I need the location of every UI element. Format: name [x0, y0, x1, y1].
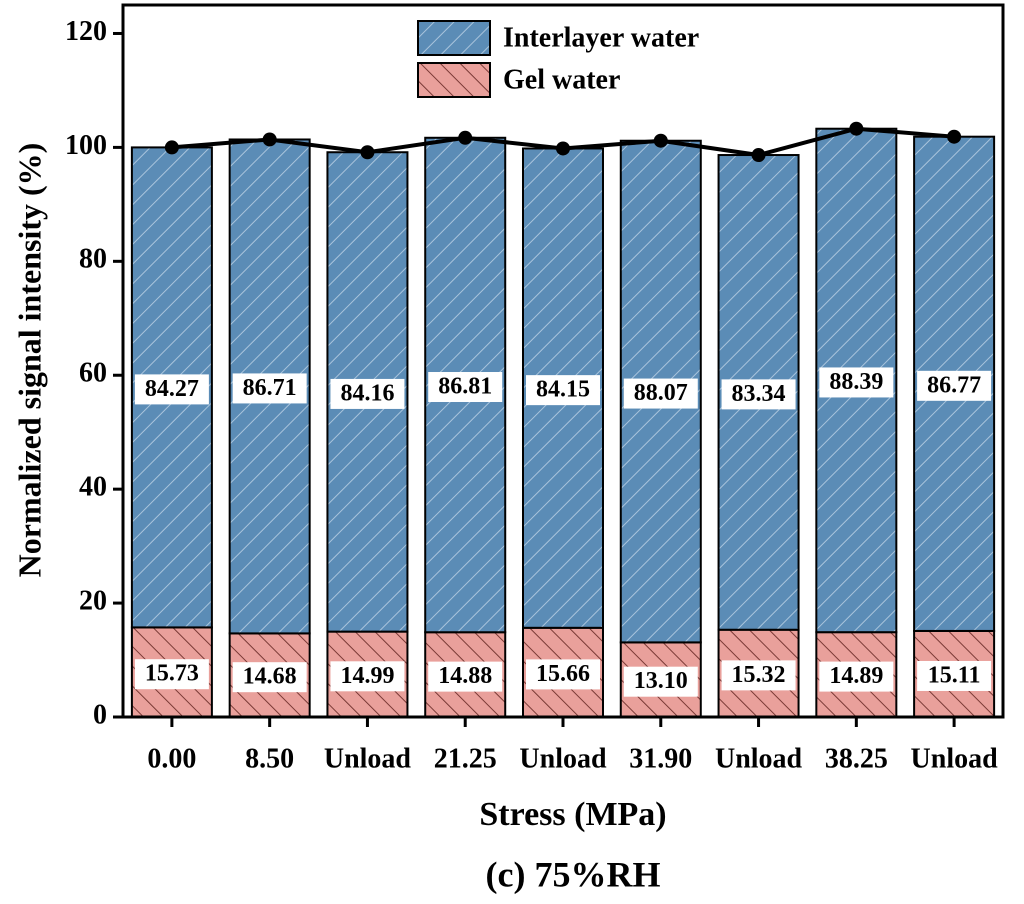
x-tick-label: 21.25	[434, 743, 497, 774]
value-label: 88.39	[829, 369, 883, 395]
x-tick-label: 31.90	[629, 743, 692, 774]
value-label: 15.11	[928, 662, 981, 688]
value-label: 14.89	[829, 663, 883, 689]
value-label-box	[428, 661, 503, 692]
value-label-box	[232, 662, 307, 693]
total-point	[556, 141, 570, 156]
value-label: 13.10	[634, 668, 688, 694]
total-point	[360, 145, 375, 160]
value-label-box	[917, 370, 992, 401]
value-label-box	[819, 367, 894, 398]
value-label-box	[917, 660, 992, 691]
value-label-box	[721, 379, 796, 410]
value-label-box	[526, 375, 600, 406]
total-point	[751, 148, 766, 163]
value-label-box	[623, 666, 698, 697]
value-label: 84.15	[536, 377, 590, 403]
value-label-box	[623, 378, 698, 409]
x-axis-label: Stress (MPa)	[479, 796, 666, 833]
value-label-box	[819, 661, 894, 692]
value-label: 15.32	[732, 662, 786, 688]
y-tick-label: 20	[79, 586, 107, 617]
legend-label: Gel water	[503, 64, 620, 95]
value-label: 84.16	[340, 380, 394, 406]
x-tick-label: Unload	[324, 743, 412, 774]
value-label: 86.81	[438, 374, 492, 400]
total-point	[653, 133, 668, 148]
value-label: 15.66	[536, 661, 590, 687]
value-label: 15.73	[145, 661, 199, 687]
legend-label: Interlayer water	[503, 22, 699, 53]
y-axis-label: Normalized signal intensity (%)	[11, 143, 47, 578]
y-tick-label: 40	[79, 472, 107, 503]
legend-swatch	[417, 62, 491, 98]
y-tick-label: 120	[65, 16, 107, 47]
x-tick-label: 38.25	[825, 743, 888, 774]
x-tick-label: Unload	[715, 743, 803, 774]
value-label-box	[721, 660, 796, 691]
total-point	[164, 140, 179, 155]
x-tick-label: 0.00	[147, 743, 196, 774]
value-label-box	[428, 372, 503, 403]
value-label-box	[526, 659, 600, 690]
value-label-box	[330, 661, 405, 692]
value-label: 83.34	[732, 381, 786, 407]
y-tick-label: 0	[93, 699, 107, 730]
legend-swatch	[417, 20, 491, 56]
value-label: 14.88	[438, 663, 492, 689]
y-tick-label: 60	[79, 358, 107, 389]
total-point	[947, 129, 962, 144]
value-label-box	[232, 373, 307, 404]
y-tick-label: 100	[65, 130, 107, 161]
value-label-box	[134, 374, 209, 405]
value-label: 86.77	[927, 372, 981, 398]
value-label: 86.71	[243, 375, 297, 401]
value-label-box	[134, 659, 209, 690]
chart-title: (c) 75%RH	[486, 854, 661, 894]
y-tick-label: 80	[79, 244, 107, 275]
x-tick-label: 8.50	[245, 743, 294, 774]
total-point	[262, 132, 277, 147]
value-label: 84.27	[145, 376, 199, 402]
value-label: 14.68	[243, 664, 297, 690]
x-tick-label: Unload	[911, 743, 999, 774]
value-label: 14.99	[340, 663, 394, 689]
value-label: 88.07	[634, 380, 688, 406]
x-tick-label: Unload	[519, 743, 607, 774]
total-point	[849, 121, 864, 136]
value-label-box	[330, 378, 405, 409]
total-point	[458, 130, 473, 145]
